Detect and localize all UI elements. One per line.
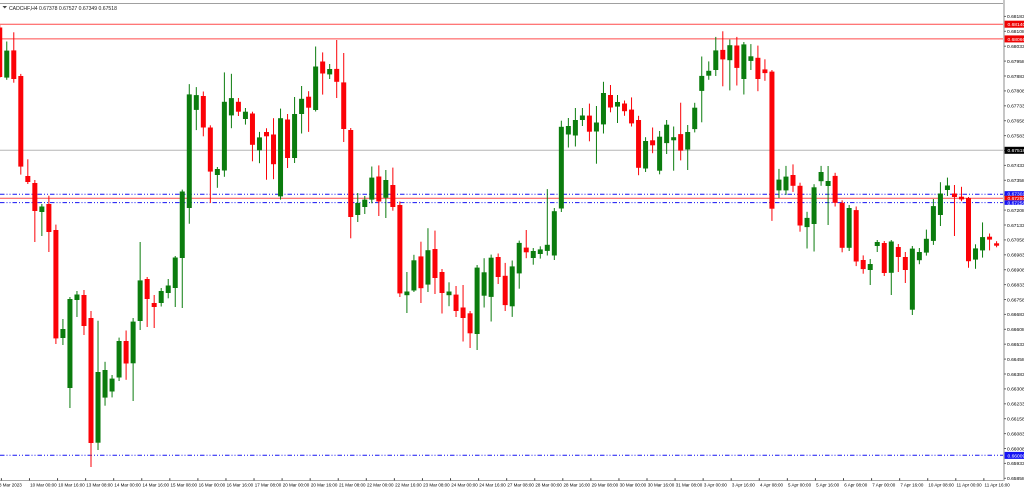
svg-text:0.67658: 0.67658	[1007, 119, 1024, 125]
svg-text:0.65858: 0.65858	[1007, 476, 1024, 482]
svg-text:27 Mar 08:00: 27 Mar 08:00	[507, 482, 534, 487]
svg-text:0.67358: 0.67358	[1007, 178, 1024, 184]
svg-text:7 Apr 00:00: 7 Apr 00:00	[872, 482, 896, 487]
svg-text:7 Apr 16:00: 7 Apr 16:00	[900, 482, 924, 487]
svg-text:30 Mar 00:00: 30 Mar 00:00	[620, 482, 647, 487]
svg-text:0.66908: 0.66908	[1007, 268, 1024, 274]
svg-text:24 Mar 00:00: 24 Mar 00:00	[451, 482, 478, 487]
svg-text:0.65933: 0.65933	[1007, 461, 1024, 467]
svg-text:3 Apr 16:00: 3 Apr 16:00	[732, 482, 756, 487]
svg-text:0.66233: 0.66233	[1007, 402, 1024, 408]
svg-text:0.66683: 0.66683	[1007, 312, 1024, 318]
svg-text:0.66758: 0.66758	[1007, 297, 1024, 303]
svg-text:11 Apr 16:00: 11 Apr 16:00	[985, 482, 1011, 487]
svg-text:10 Mar 00:00: 10 Mar 00:00	[30, 482, 57, 487]
svg-text:0.68140: 0.68140	[1008, 22, 1024, 28]
svg-text:0.66608: 0.66608	[1007, 327, 1024, 333]
svg-text:16 Mar 16:00: 16 Mar 16:00	[227, 482, 254, 487]
svg-text:16 Mar 00:00: 16 Mar 00:00	[199, 482, 226, 487]
svg-text:0.67433: 0.67433	[1007, 163, 1024, 169]
svg-text:0.67133: 0.67133	[1007, 223, 1024, 229]
svg-text:0.66458: 0.66458	[1007, 357, 1024, 363]
svg-text:0.66009: 0.66009	[1008, 453, 1024, 459]
svg-text:22 Mar 16:00: 22 Mar 16:00	[395, 482, 422, 487]
svg-text:0.67808: 0.67808	[1007, 89, 1024, 95]
svg-text:10 Mar 16:00: 10 Mar 16:00	[58, 482, 85, 487]
svg-text:6 Apr 08:00: 6 Apr 08:00	[844, 482, 868, 487]
svg-text:14 Mar 16:00: 14 Mar 16:00	[142, 482, 169, 487]
svg-text:4 Apr 08:00: 4 Apr 08:00	[760, 482, 784, 487]
svg-text:0.66083: 0.66083	[1007, 431, 1024, 437]
svg-text:21 Mar 08:00: 21 Mar 08:00	[339, 482, 366, 487]
svg-text:0.67058: 0.67058	[1007, 238, 1024, 244]
svg-text:11 Apr 00:00: 11 Apr 00:00	[956, 482, 982, 487]
svg-text:0.66008: 0.66008	[1007, 446, 1024, 452]
svg-text:28 Mar 16:00: 28 Mar 16:00	[564, 482, 591, 487]
svg-text:13 Mar 08:00: 13 Mar 08:00	[86, 482, 113, 487]
svg-text:0.66533: 0.66533	[1007, 342, 1024, 348]
svg-text:3 Apr 00:00: 3 Apr 00:00	[704, 482, 728, 487]
svg-text:30 Mar 16:00: 30 Mar 16:00	[648, 482, 675, 487]
svg-text:20 Mar 00:00: 20 Mar 00:00	[283, 482, 310, 487]
svg-text:0.67301: 0.67301	[1008, 191, 1024, 197]
svg-text:0.68108: 0.68108	[1007, 29, 1024, 35]
svg-text:CADCHF,H4 0.67378 0.67527 0.6: CADCHF,H4 0.67378 0.67527 0.67349 0.6751…	[9, 6, 117, 12]
svg-text:0.67733: 0.67733	[1007, 104, 1024, 110]
svg-text:23 Mar 08:00: 23 Mar 08:00	[423, 482, 450, 487]
svg-text:29 Mar 08:00: 29 Mar 08:00	[592, 482, 619, 487]
svg-text:0.66158: 0.66158	[1007, 417, 1024, 423]
svg-text:0.67518: 0.67518	[1008, 148, 1024, 154]
svg-text:0.66983: 0.66983	[1007, 253, 1024, 259]
svg-text:14 Mar 00:00: 14 Mar 00:00	[114, 482, 141, 487]
svg-text:22 Mar 00:00: 22 Mar 00:00	[367, 482, 394, 487]
svg-text:0.66833: 0.66833	[1007, 282, 1024, 288]
svg-text:10 Apr 08:00: 10 Apr 08:00	[928, 482, 954, 487]
svg-text:0.68183: 0.68183	[1007, 14, 1024, 20]
svg-text:31 Mar 08:00: 31 Mar 08:00	[676, 482, 703, 487]
svg-text:0.67883: 0.67883	[1007, 74, 1024, 80]
svg-text:28 Mar 00:00: 28 Mar 00:00	[535, 482, 562, 487]
svg-text:0.67280: 0.67280	[1008, 196, 1024, 202]
svg-text:0.66308: 0.66308	[1007, 387, 1024, 393]
svg-text:0.67958: 0.67958	[1007, 59, 1024, 65]
svg-text:20 Mar 16:00: 20 Mar 16:00	[311, 482, 338, 487]
svg-text:8 Mar 2023: 8 Mar 2023	[0, 482, 22, 487]
svg-text:5 Apr 00:00: 5 Apr 00:00	[788, 482, 812, 487]
svg-text:24 Mar 16:00: 24 Mar 16:00	[479, 482, 506, 487]
svg-text:0.68066: 0.68066	[1008, 37, 1024, 43]
svg-text:0.68033: 0.68033	[1007, 44, 1024, 50]
svg-text:17 Mar 08:00: 17 Mar 08:00	[255, 482, 282, 487]
svg-text:0.67258: 0.67258	[1008, 201, 1024, 207]
svg-text:5 Apr 16:00: 5 Apr 16:00	[816, 482, 840, 487]
svg-text:15 Mar 08:00: 15 Mar 08:00	[171, 482, 198, 487]
svg-text:0.67583: 0.67583	[1007, 133, 1024, 139]
svg-text:0.66383: 0.66383	[1007, 372, 1024, 378]
svg-text:0.67208: 0.67208	[1007, 208, 1024, 214]
